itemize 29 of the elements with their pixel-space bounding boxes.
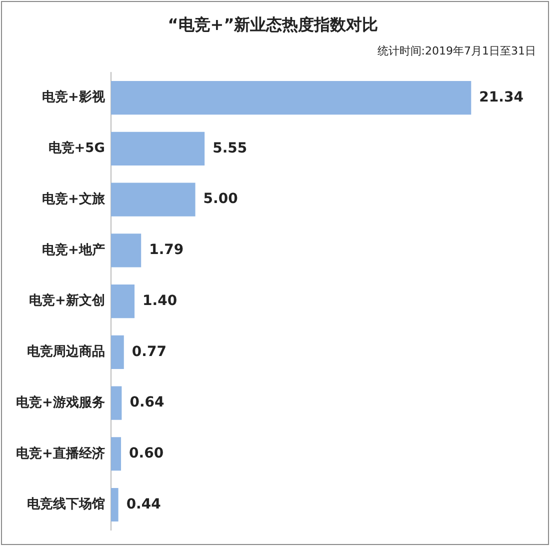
- data-label: 5.55: [212, 140, 248, 156]
- data-label: 1.40: [142, 292, 178, 309]
- y-tick-label: 电竞+游戏服务: [16, 394, 105, 410]
- bar: [110, 81, 472, 115]
- y-tick-label: 电竞+文旅: [42, 190, 106, 207]
- data-label: 0.44: [126, 496, 162, 512]
- y-tick-label: 电竞+5G: [48, 140, 105, 156]
- y-tick-label: 电竞+地产: [42, 242, 105, 258]
- data-label: 21.34: [479, 89, 524, 106]
- bar: [110, 284, 135, 318]
- bar: [110, 488, 118, 522]
- y-tick-label: 电竞线下场馆: [26, 496, 105, 512]
- y-tick-label: 电竞+影视: [42, 89, 106, 106]
- bar: [110, 234, 142, 268]
- y-tick-label: 电竞周边商品: [26, 344, 105, 360]
- data-label: 0.77: [132, 344, 166, 360]
- data-label: 5.00: [203, 191, 238, 208]
- data-label: 0.60: [129, 446, 164, 462]
- bar: [110, 437, 122, 471]
- bar: [110, 132, 205, 166]
- data-label: 1.79: [149, 242, 184, 258]
- chart-subtitle: 统计时间:2019年7月1日至31日: [377, 44, 536, 58]
- data-label: 0.64: [130, 394, 164, 411]
- bar: [110, 335, 124, 369]
- y-tick-label: 电竞+新文创: [28, 292, 105, 309]
- bar: [110, 386, 122, 420]
- bar: [110, 182, 196, 216]
- y-tick-label: 电竞+直播经济: [16, 445, 105, 462]
- chart-title: “电竞+”新业态热度指数对比: [168, 14, 378, 34]
